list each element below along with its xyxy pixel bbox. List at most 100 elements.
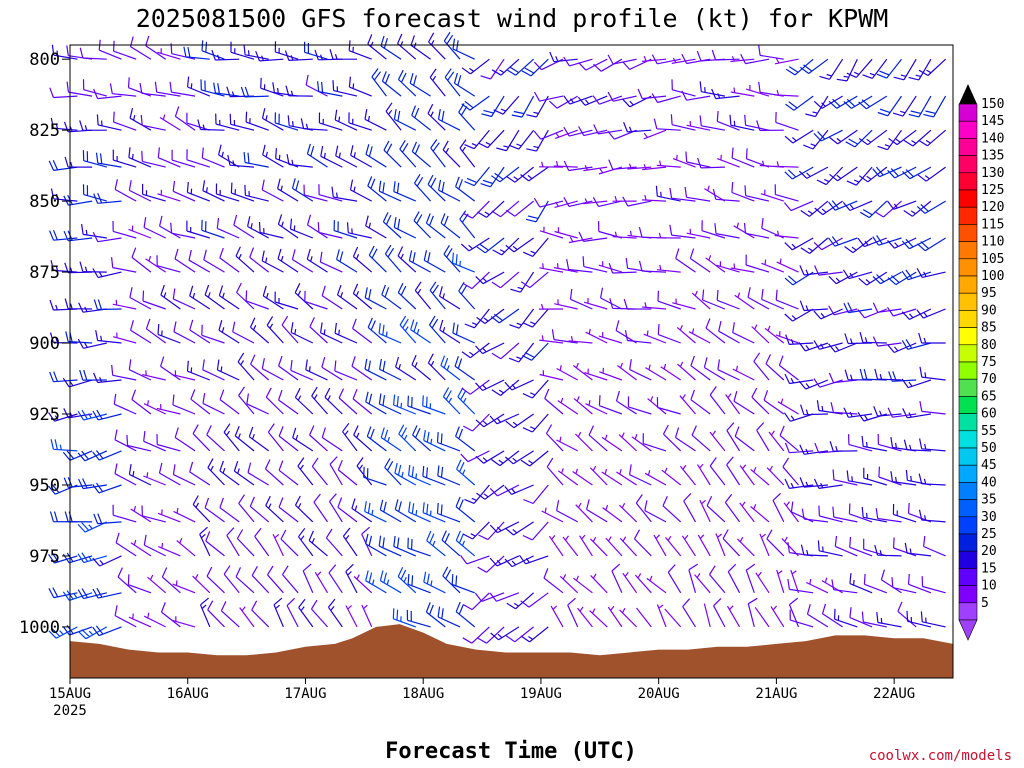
- wind-barb: [901, 237, 932, 250]
- wind-barb: [600, 287, 623, 310]
- wind-barb: [112, 299, 137, 310]
- wind-barb: [407, 537, 431, 557]
- wind-barb: [709, 457, 726, 486]
- wind-barb: [848, 503, 873, 523]
- wind-barb: [130, 505, 152, 523]
- wind-barb: [480, 58, 505, 80]
- wind-barb: [624, 330, 652, 344]
- wind-barb: [159, 114, 181, 131]
- wind-barb: [813, 340, 843, 350]
- wind-barb: [888, 371, 917, 382]
- wind-barb: [522, 237, 549, 257]
- wind-barb: [439, 286, 461, 310]
- wind-barb: [157, 323, 181, 344]
- wind-barb: [462, 592, 490, 611]
- wind-barb: [709, 386, 726, 415]
- wind-barb: [456, 459, 476, 486]
- wind-barb: [109, 83, 137, 97]
- wind-barb: [346, 222, 372, 239]
- wind-barb: [585, 328, 608, 344]
- wind-barb: [314, 49, 343, 61]
- wind-barb: [114, 179, 137, 202]
- wind-barb: [455, 496, 476, 523]
- wind-barb: [379, 358, 402, 381]
- wind-barb: [331, 186, 358, 202]
- wind-barb: [801, 508, 828, 523]
- wind-barb: [297, 457, 314, 486]
- colorbar-label: 70: [981, 372, 997, 387]
- wind-barb: [476, 484, 505, 500]
- wind-barb: [128, 225, 152, 239]
- wind-barb: [862, 58, 888, 79]
- wind-barb: [691, 425, 711, 452]
- wind-barb: [493, 95, 520, 115]
- wind-barb: [745, 563, 756, 594]
- wind-barb: [310, 599, 328, 628]
- wind-barb: [548, 535, 564, 557]
- wind-barb: [156, 404, 181, 415]
- wind-barb: [176, 538, 196, 557]
- colorbar-label: 45: [981, 458, 997, 473]
- x-tick-label: 17AUG: [284, 686, 326, 702]
- colorbar-swatch: [958, 258, 978, 277]
- wind-barb: [813, 378, 843, 388]
- colorbar-swatch: [958, 275, 978, 294]
- wind-barb: [96, 114, 122, 131]
- wind-barb: [277, 178, 299, 202]
- wind-barb: [582, 256, 608, 273]
- wind-barb: [463, 200, 490, 219]
- wind-barb: [352, 246, 373, 273]
- wind-barb: [533, 129, 564, 140]
- wind-barb: [171, 370, 196, 381]
- wind-barb: [685, 151, 711, 168]
- wind-barb: [139, 82, 166, 97]
- wind-barb: [785, 58, 814, 76]
- wind-barb: [874, 368, 902, 381]
- wind-barb: [49, 511, 78, 523]
- wind-barb: [206, 425, 225, 452]
- wind-barb: [363, 466, 387, 486]
- wind-barb: [589, 608, 608, 628]
- colorbar-label: 90: [981, 303, 997, 318]
- wind-barb: [714, 223, 740, 239]
- wind-barb: [229, 113, 255, 131]
- wind-barb: [607, 605, 623, 628]
- wind-barb: [592, 197, 623, 207]
- wind-barb: [902, 408, 931, 419]
- wind-barb: [504, 555, 534, 568]
- wind-barb: [674, 427, 696, 452]
- wind-barb: [407, 573, 431, 594]
- wind-barb: [235, 567, 255, 594]
- wind-barb: [573, 396, 593, 415]
- wind-barb: [216, 217, 240, 239]
- x-axis: 15AUG 16AUG 17AUG 18AUG 19AUG 20AUG 21AUG 22AUG…: [49, 678, 915, 719]
- wind-barb: [334, 360, 358, 381]
- x-axis-label: Forecast Time (UTC): [385, 739, 637, 764]
- wind-barb: [522, 379, 549, 399]
- wind-barb: [703, 357, 726, 381]
- wind-barb: [608, 263, 637, 274]
- wind-barb: [772, 492, 785, 523]
- wind-barb: [261, 179, 284, 202]
- wind-barb: [657, 324, 681, 344]
- wind-barb: [364, 108, 387, 131]
- wind-barb: [93, 192, 122, 204]
- wind-barb: [334, 109, 358, 131]
- wind-barb: [554, 299, 578, 310]
- wind-barb: [872, 235, 902, 246]
- wind-barb: [333, 220, 358, 239]
- wind-barb: [715, 533, 726, 557]
- wind-barb: [857, 237, 888, 248]
- wind-barb: [573, 575, 593, 594]
- wind-barb: [147, 574, 167, 594]
- wind-barb: [739, 501, 755, 523]
- wind-barb: [306, 143, 328, 168]
- colorbar-swatch: [958, 430, 978, 449]
- wind-barb: [172, 288, 196, 310]
- colorbar-label: 125: [981, 183, 1004, 198]
- wind-barb: [145, 318, 167, 344]
- wind-barb: [783, 412, 814, 422]
- wind-barb: [814, 265, 843, 276]
- wind-barb: [66, 45, 93, 60]
- wind-barb: [732, 365, 755, 381]
